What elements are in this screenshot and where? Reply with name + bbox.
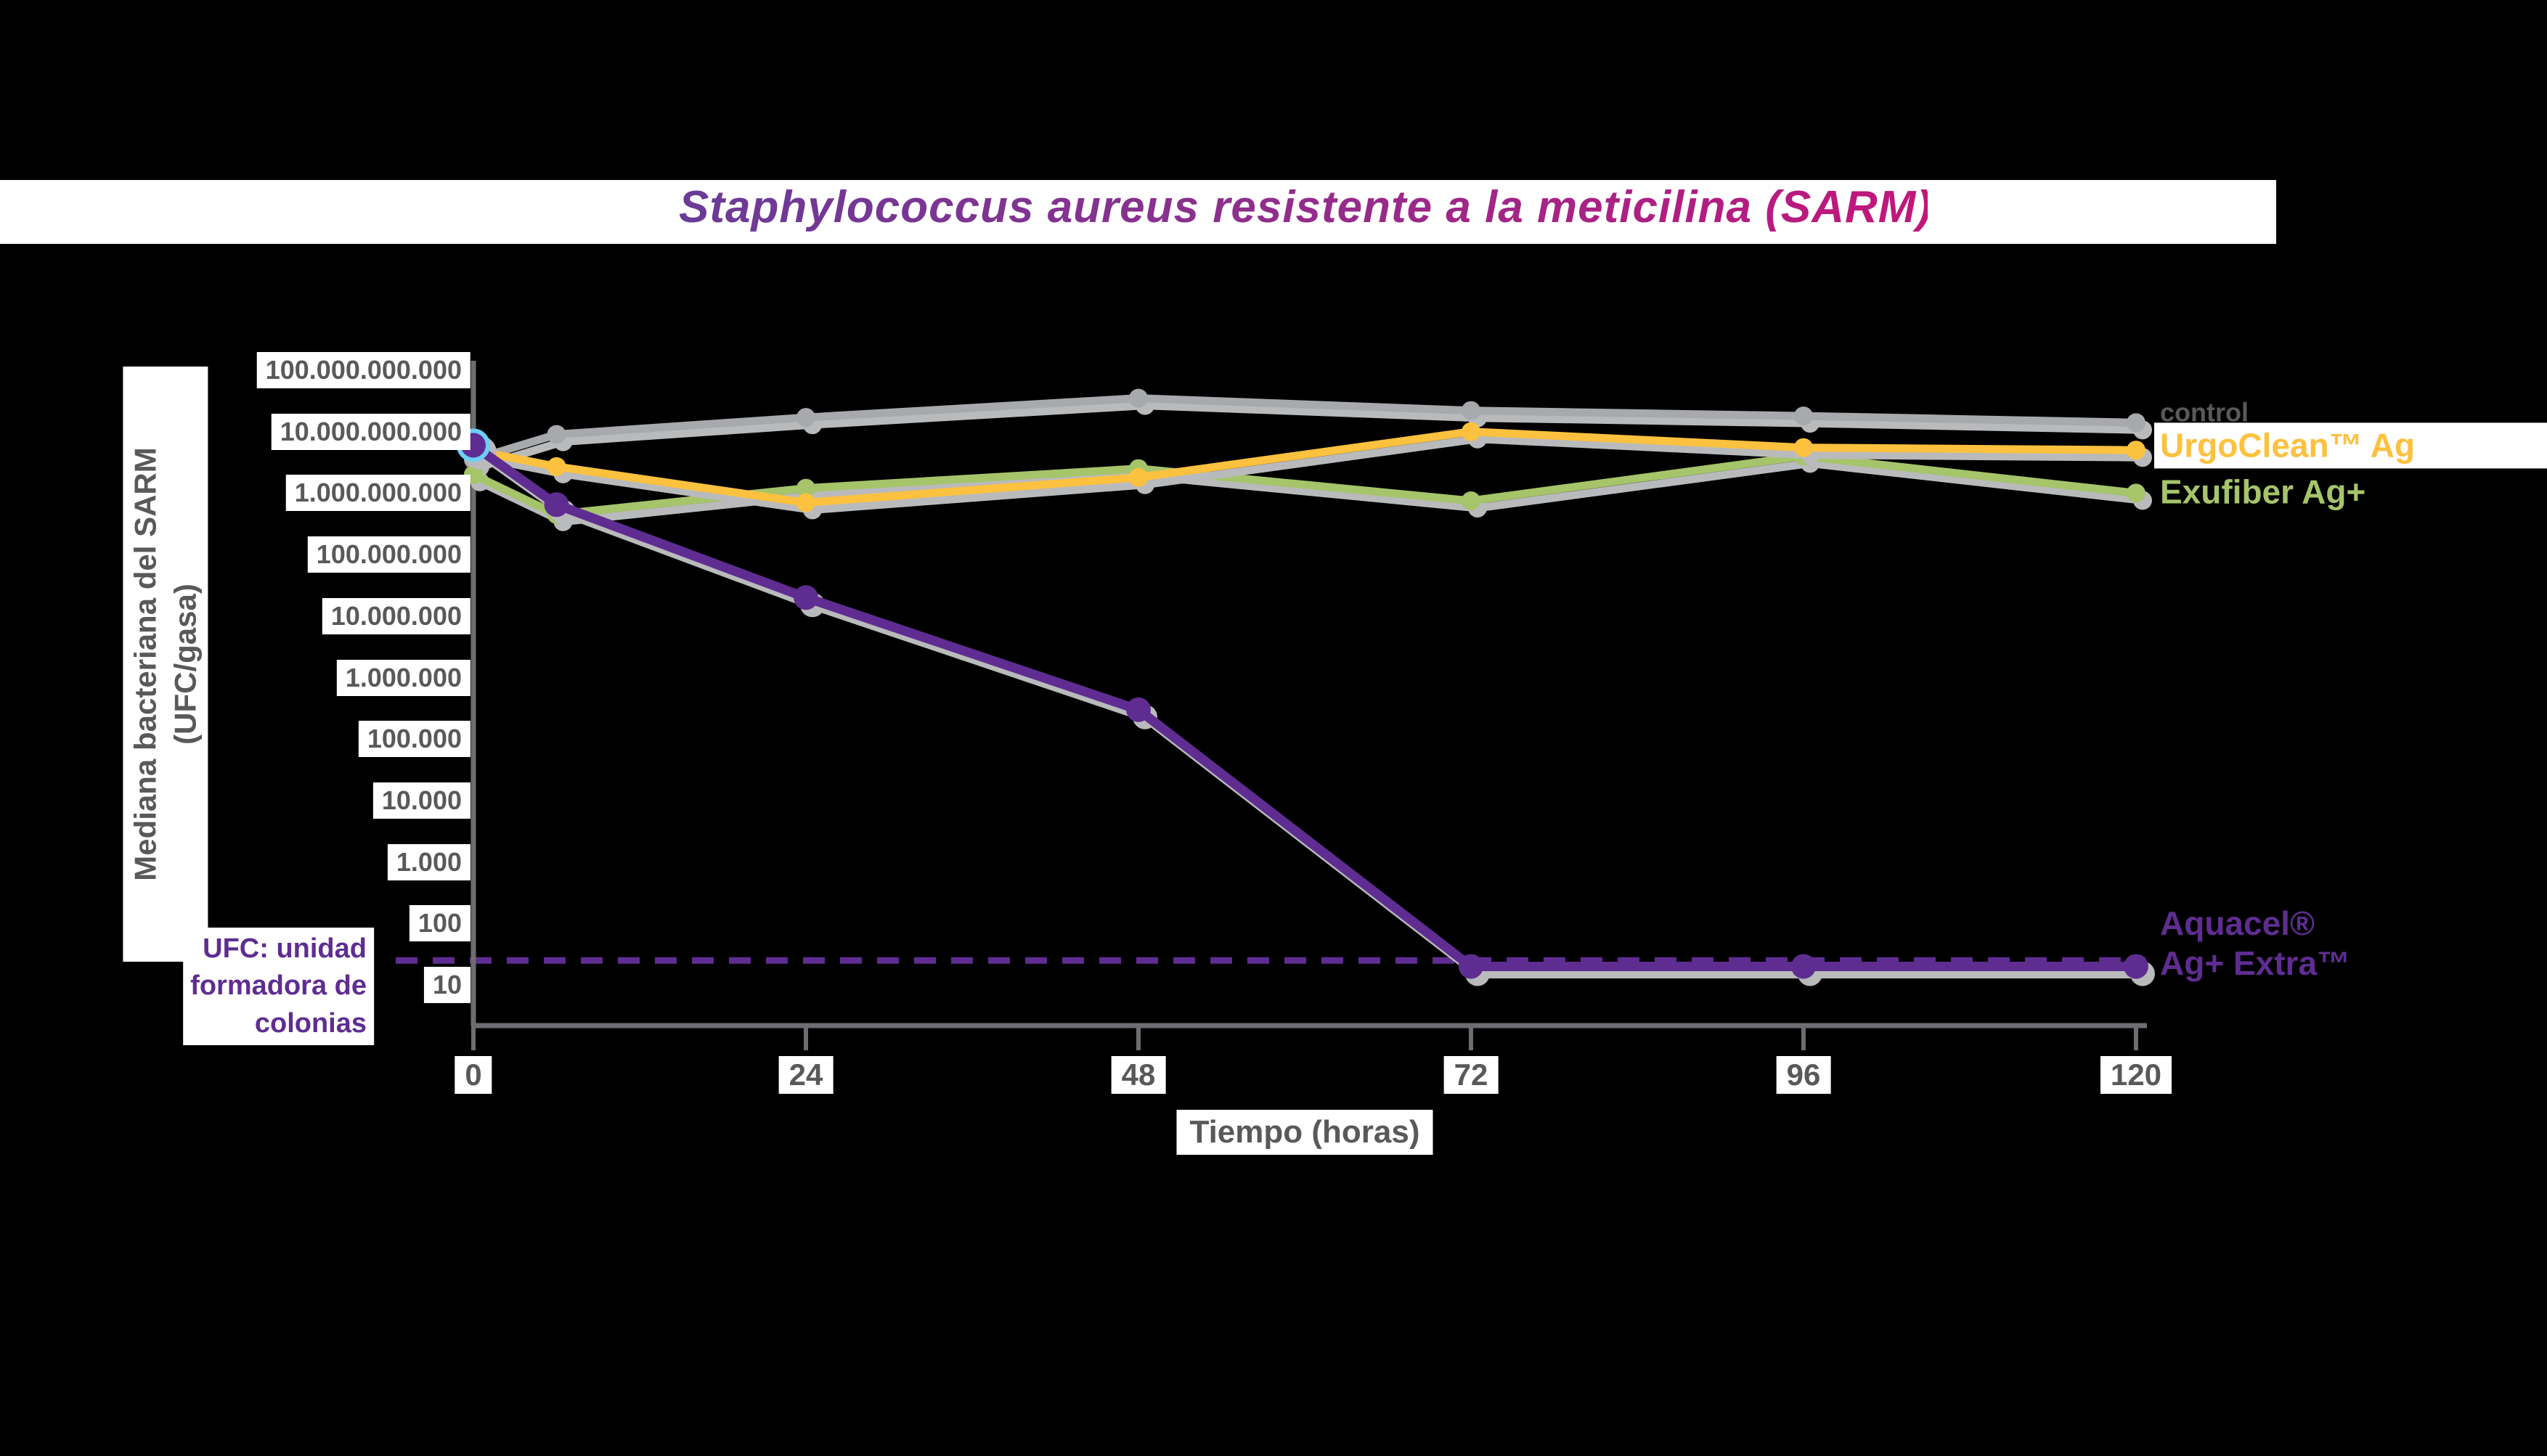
y-axis-title-line1: Mediana bacteriana del SARM: [128, 447, 163, 881]
exufiber-point-120h: [2126, 483, 2145, 503]
y-axis-tick-label: 10.000: [372, 782, 470, 819]
cfu-note-line3: colonias: [254, 1007, 367, 1039]
control-point-24h: [796, 408, 815, 428]
legend-label-aquacel-line1: Aquacel®: [2160, 904, 2315, 942]
legend-label-urgoclean-ag: UrgoClean™ Ag: [2154, 422, 2547, 469]
y-axis-title: Mediana bacteriana del SARM (UFC/gasa): [123, 367, 208, 962]
y-axis-tick-label: 100: [409, 905, 470, 942]
x-axis-tick-label: 48: [1111, 1056, 1166, 1094]
urgoclean-point-72h: [1461, 422, 1480, 441]
y-axis-tick-label: 1.000.000.000: [285, 475, 470, 512]
control-point-120h: [2126, 413, 2145, 433]
title-background-band: [0, 180, 2276, 244]
cfu-definition-note: UFC: unidad formadora de colonias: [183, 928, 374, 1045]
urgoclean-point-6h: [547, 457, 566, 476]
y-axis-tick-label: 10: [423, 967, 470, 1003]
cfu-note-line1: UFC: unidad: [203, 933, 367, 964]
x-axis-tick-label: 120: [2100, 1056, 2172, 1094]
x-axis-tick-label: 72: [1443, 1056, 1499, 1094]
aquacel-line: [470, 441, 2136, 972]
y-axis-tick-label: 1.000.000: [336, 659, 470, 696]
series-aquacel: [457, 428, 2148, 979]
exufiber-line: [471, 451, 2137, 519]
y-axis-tick-label: 10.000.000: [322, 597, 470, 634]
y-axis-tick-label: 100.000.000.000: [256, 352, 470, 388]
aquacel-point-120h: [2123, 954, 2148, 979]
y-axis-tick-label: 100.000.000: [307, 536, 470, 573]
exufiber-point-72h: [1461, 491, 1480, 510]
x-axis-tick-label: 0: [455, 1056, 492, 1094]
control-point-48h: [1128, 388, 1148, 408]
urgoclean-point-96h: [1793, 438, 1813, 457]
x-axis-tick-label: 24: [778, 1056, 834, 1094]
urgoclean-point-120h: [2126, 441, 2145, 460]
control-point-96h: [1793, 406, 1813, 426]
urgoclean-point-24h: [796, 493, 815, 512]
exufiber-point-24h: [796, 478, 815, 498]
x-axis-tick-label: 96: [1776, 1056, 1831, 1094]
control-point-6h: [547, 425, 566, 444]
aquacel-point-48h: [1125, 697, 1151, 722]
aquacel-point-72h: [1458, 954, 1483, 979]
y-axis-title-line2: (UFC/gasa): [168, 584, 202, 745]
legend-label-aquacel-ag-extra: Aquacel® Ag+ Extra™: [2160, 904, 2350, 983]
control-point-72h: [1461, 401, 1480, 420]
legend-label-exufiber-ag: Exufiber Ag+: [2160, 473, 2366, 511]
cfu-note-line2: formadora de: [190, 970, 367, 1002]
aquacel-point-96h: [1790, 954, 1816, 979]
legend-label-control: control: [2160, 397, 2249, 428]
urgoclean-point-48h: [1128, 467, 1148, 487]
aquacel-point-24h: [793, 585, 818, 610]
y-axis-tick-label: 100.000: [358, 721, 470, 758]
x-axis-title: Tiempo (horas): [1176, 1110, 1433, 1155]
aquacel-point-6h: [544, 492, 569, 518]
y-axis-tick-label: 10.000.000.000: [271, 413, 470, 450]
legend-label-aquacel-line2: Ag+ Extra™: [2160, 944, 2351, 982]
y-axis-tick-label: 1.000: [387, 843, 470, 880]
chart-title: Staphylococcus aureus resistente a la me…: [679, 182, 1933, 232]
